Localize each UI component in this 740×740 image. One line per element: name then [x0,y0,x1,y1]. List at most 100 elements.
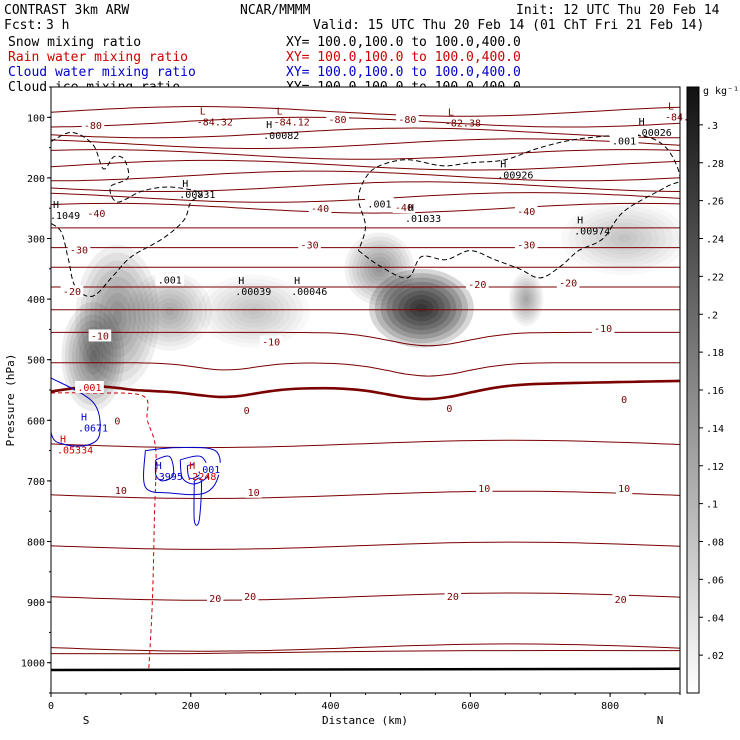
isotherm-label: 10 [115,486,127,497]
snow-shade-ring [151,293,189,329]
isotherm-label: 10 [478,484,490,495]
colorbar-unit: g kg⁻¹ [703,86,739,97]
isotherm-label-bg [67,243,91,256]
isotherm-label-bg [514,238,538,251]
field-xy-rain: XY= 100.0,100.0 to 100.0,400.0 [286,50,521,65]
isotherm-label: -30 [301,241,319,252]
colorbar-ticks: .02 .04 .06 .08 .1 .12 .14 .16 .18 .2 .22 .24 .26 .28… [699,121,724,662]
extremum-marker-l: L [200,106,206,117]
extremum-value: -82.38 [445,118,481,129]
isotherm-label-bg [444,590,462,603]
y-tick-label: 200 [27,174,45,185]
colorbar-tick-label: .2 [706,310,718,321]
snow-shade-ring [132,276,208,347]
snow-shade-ring [409,299,434,317]
colorbar-tick-label: .04 [706,613,724,624]
cloud-ice-label: .001 [158,276,182,287]
extremum-marker-h: H [639,117,645,128]
terrain-line [51,667,680,672]
snow-shade-ring [524,296,529,303]
extremum-value: .00926 [497,171,533,182]
rain-label: .001 [77,383,101,394]
extremum-marker-h: H [53,200,59,211]
isotherm-label: 20 [209,594,221,605]
extremum-value: .3995 [153,472,183,483]
x-tick-label: 0 [48,701,54,712]
cloud-ice-contour-west [51,131,203,298]
extremum-marker-h: H [266,120,272,131]
extremum-marker-l: L [448,107,454,118]
end-label-north: N [657,714,664,727]
isotherm-label: -10 [91,331,109,342]
snow-shade-ring [403,295,439,322]
snow-shade-ring [84,260,151,374]
cloud-ice-label: .001 [367,199,391,210]
extremum-value: .01033 [405,214,441,225]
isotherm-label-bg [88,329,112,342]
snow-blob [127,271,212,351]
y-tick-label: 300 [27,235,45,246]
snow-shade-ring [508,271,544,327]
snow-shade-ring [82,338,104,375]
extremum-marker-h: H [182,179,188,190]
colorbar-tick-label: .26 [706,197,724,208]
isotherm-line [51,439,680,449]
rain-water-contour [51,392,157,669]
colorbar-tick-label: .06 [706,575,724,586]
isotherm-label-bg [612,593,629,606]
y-tick-label: 100 [27,113,45,124]
isotherm-line [51,159,680,171]
colorbar-tick-label: .12 [706,462,724,473]
isotherm-label-bg [392,200,416,213]
rain-label-bg [75,380,104,393]
x-axis-label: Distance (km) [322,714,408,727]
y-tick-label: 600 [27,416,45,427]
colorbar-tick-label: .28 [706,159,724,170]
snow-shade-ring [415,303,428,313]
isotherm-label: -20 [559,279,577,290]
snow-shade-ring [160,302,180,320]
x-tick-label: 200 [182,701,200,712]
extremum-value: .00831 [179,190,215,201]
isotherm-label: -40 [87,209,105,220]
cloud-water-contour [51,377,101,447]
header-init: Init: 12 UTC Thu 20 Feb 14 [516,3,720,18]
isotherm-label-bg [60,285,84,298]
isotherm-line [51,170,680,182]
isotherm-label: -20 [63,287,81,298]
isotherm-label: -20 [468,280,486,291]
snow-shade-ring [516,283,536,315]
cloud-water-contour [193,477,202,526]
cloud-water-label-bg [193,462,223,475]
isotherm-label: 0 [114,416,120,427]
header-fcst-value: 3 h [46,18,69,33]
isotherm-label: 0 [244,406,250,417]
field-xy-cloud-water: XY= 100.0,100.0 to 100.0,400.0 [286,65,521,80]
snow-shade-ring [356,244,403,294]
header-center: NCAR/MMMM [240,3,311,18]
y-tick-label: 800 [27,538,45,549]
isotherm-line [51,362,680,377]
snow-shade-ring [360,248,399,289]
extremum-value: .00974 [574,226,610,237]
x-tick-label: 600 [461,701,479,712]
isotherm-label-bg [514,205,538,218]
extremum-value: .00039 [235,287,271,298]
isotherm-label: -80 [84,121,102,132]
colorbar-tick-label: .24 [706,235,724,246]
isotherm-line [51,181,680,193]
snow-blob [75,244,160,390]
snow-shade-ring [520,290,533,309]
extremum-marker-h: H [189,461,195,472]
extremum-marker-h: H [408,203,414,214]
isotherm-label: 20 [244,592,256,603]
snow-shade-ring [386,281,457,335]
isotherm-label-bg [241,403,252,416]
isotherm-line [51,490,680,500]
y-axis: 100 200 300 400 500 600 700 800 900 1000 [21,86,51,694]
isotherm-line [51,105,680,117]
cloud-water-contour [179,455,210,485]
isotherm-label-bg [112,414,123,427]
x-axis: 0 200 400 600 800 [48,693,681,712]
